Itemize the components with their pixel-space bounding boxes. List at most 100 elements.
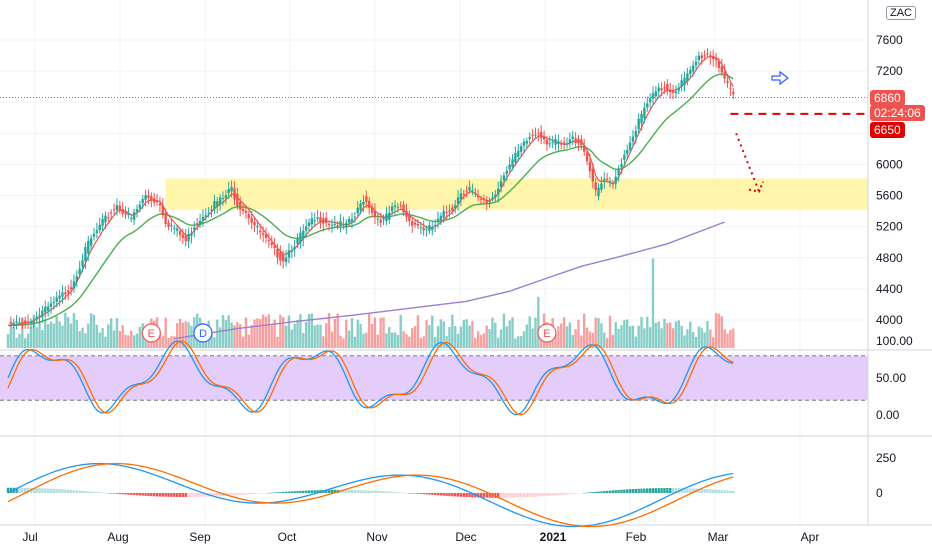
volume-bar (605, 338, 609, 348)
candle-body (666, 84, 669, 91)
macd-histogram-bar (213, 493, 216, 497)
volume-bar (267, 314, 271, 348)
candle-body (531, 134, 534, 136)
volume-bar (571, 335, 574, 348)
volume-bar (385, 333, 388, 348)
macd-histogram-bar (614, 490, 617, 493)
volume-bar (138, 326, 142, 348)
macd-histogram-bar (577, 493, 580, 494)
macd-histogram-bar (112, 493, 116, 494)
volume-bar (408, 336, 411, 348)
candle-body (89, 238, 93, 246)
volume-bar (98, 332, 101, 348)
candle-body (118, 205, 121, 210)
macd-histogram-bar (135, 493, 139, 496)
macd-histogram-bar (479, 493, 483, 498)
volume-bar (462, 319, 465, 348)
volume-bar (261, 314, 265, 348)
macd-histogram-bar (175, 493, 179, 497)
macd-histogram-bar (436, 493, 440, 496)
volume-bar (144, 335, 147, 348)
volume-bar (296, 320, 299, 348)
candle-body (29, 321, 33, 324)
volume-bar (75, 319, 78, 348)
macd-histogram-bar (388, 491, 391, 493)
candle-body (620, 163, 623, 168)
candle-body (325, 217, 328, 223)
macd-histogram-bar (170, 493, 173, 497)
oscillator-axis-label: 50.00 (876, 371, 906, 385)
macd-histogram-bar (591, 492, 594, 493)
macd-histogram-bar (714, 489, 718, 493)
candle-body (474, 193, 477, 195)
candle-body (603, 179, 606, 182)
candle-body (419, 227, 422, 229)
candle-body (299, 232, 302, 243)
volume-bar (726, 333, 729, 348)
macd-histogram-bar (413, 493, 417, 494)
volume-bar (158, 334, 162, 348)
candle-body (669, 89, 672, 93)
volume-bar (720, 316, 723, 348)
macd-histogram-bar (428, 493, 431, 495)
candle-body (279, 251, 282, 261)
volume-bar (608, 315, 612, 348)
candle-body (253, 222, 256, 226)
candle-body (84, 247, 87, 262)
volume-bar (560, 323, 563, 348)
macd-histogram-bar (98, 492, 101, 493)
volume-bar (359, 323, 362, 348)
candle-body (204, 215, 207, 218)
volume-bar (333, 318, 336, 348)
volume-bar (646, 316, 649, 348)
macd-histogram-bar (267, 492, 271, 494)
volume-bar (276, 336, 279, 348)
candle-body (273, 245, 276, 248)
candle-body (307, 222, 311, 226)
candle-body (92, 233, 96, 237)
macd-histogram-bar (81, 490, 84, 493)
candle-body (517, 150, 520, 157)
candle-body (190, 233, 193, 236)
time-axis-label: Sep (189, 530, 211, 544)
macd-histogram-bar (689, 488, 692, 493)
macd-histogram-bar (617, 489, 620, 493)
macd-histogram-bar (671, 488, 675, 493)
macd-histogram-bar (193, 493, 196, 497)
candle-body (534, 134, 537, 136)
candle-body (571, 136, 574, 139)
macd-histogram-bar (190, 493, 193, 497)
macd-histogram-bar (723, 490, 726, 493)
volume-bar (568, 322, 572, 348)
candle-body (654, 91, 658, 97)
candle-body (551, 141, 554, 143)
volume-bar (342, 338, 345, 348)
candle-body (502, 175, 506, 181)
volume-bar (614, 322, 617, 348)
price-axis-label: 5600 (876, 189, 903, 203)
volume-bar (12, 326, 15, 348)
candle-body (181, 234, 185, 238)
volume-bar (376, 334, 379, 348)
macd-histogram-bar (58, 489, 61, 493)
macd-histogram-bar (227, 493, 230, 496)
candle-body (347, 218, 351, 223)
volume-bar (307, 314, 311, 348)
candle-body (671, 90, 675, 93)
macd-histogram-bar (611, 490, 615, 493)
macd-histogram-bar (276, 492, 279, 493)
time-axis-label: Dec (455, 530, 476, 544)
volume-bar (651, 258, 655, 348)
volume-bar (299, 314, 302, 348)
volume-bar (18, 333, 21, 348)
volume-bar (497, 337, 500, 348)
volume-bar (259, 319, 262, 348)
candle-body (26, 321, 30, 323)
macd-histogram-bar (353, 490, 357, 493)
candle-body (396, 207, 400, 209)
candle-body (368, 200, 371, 208)
macd-histogram-bar (408, 493, 411, 494)
macd-histogram-bar (32, 487, 35, 493)
